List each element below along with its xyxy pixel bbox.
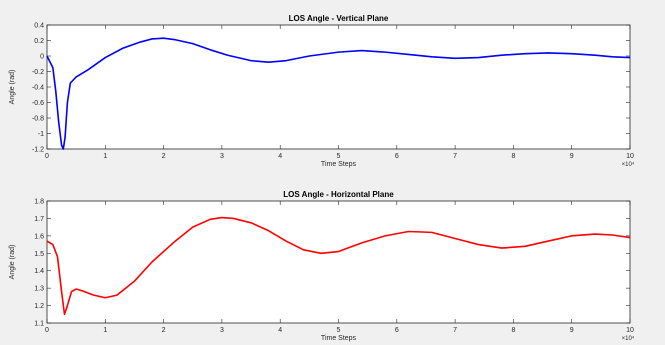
vertical-x-tick-label: 4 [278,153,282,160]
vertical-y-tick-label: -0.6 [32,100,44,107]
vertical-plane-x-multiplier: ×10⁴ [622,161,635,168]
horizontal-plane-title: LOS Angle - Horizontal Plane [283,190,394,199]
vertical-x-tick-label: 1 [103,153,107,160]
horizontal-y-tick-label: 1.2 [34,303,44,310]
horizontal-x-tick-label: 5 [337,327,341,334]
horizontal-y-tick-label: 1.8 [34,199,44,206]
horizontal-y-tick-label: 1.1 [34,321,44,328]
horizontal-y-tick-label: 1.6 [34,233,44,240]
horizontal-x-tick-label: 6 [395,327,399,334]
horizontal-series-line [46,216,631,316]
vertical-y-tick-label: 0 [40,54,44,61]
horizontal-y-tick-label: 1.5 [34,251,44,258]
vertical-x-tick-label: 6 [395,153,399,160]
vertical-plane-ylabel: Angle (rad) [9,70,16,105]
vertical-x-tick-label: 0 [45,153,49,160]
vertical-series-line [46,37,631,150]
vertical-x-tick-label: 10 [626,153,634,160]
vertical-y-tick-label: -0.2 [32,69,44,76]
vertical-axes-box [46,24,631,150]
vertical-y-tick-label: -0.8 [32,116,44,123]
horizontal-y-tick-label: 1.7 [34,216,44,223]
vertical-y-tick-label: -0.4 [32,85,44,92]
vertical-x-tick-label: 3 [220,153,224,160]
vertical-x-tick-label: 8 [511,153,515,160]
horizontal-axes-box [46,200,631,324]
vertical-y-tick-label: -1 [38,131,44,138]
vertical-y-tick-label: 0.2 [34,38,44,45]
horizontal-x-tick-label: 0 [45,327,49,334]
horizontal-x-tick-label: 4 [278,327,282,334]
horizontal-x-tick-label: 2 [162,327,166,334]
horizontal-plane-plot: LOS Angle - Horizontal Plane Angle (rad)… [9,190,635,342]
horizontal-y-tick-label: 1.3 [34,286,44,293]
vertical-x-tick-label: 9 [570,153,574,160]
horizontal-y-tick-label: 1.4 [34,268,44,275]
vertical-x-tick-label: 2 [162,153,166,160]
horizontal-x-tick-label: 7 [453,327,457,334]
horizontal-x-tick-label: 9 [570,327,574,334]
horizontal-x-tick-label: 10 [626,327,634,334]
horizontal-plane-x-multiplier: ×10⁴ [622,335,635,342]
vertical-x-tick-label: 5 [337,153,341,160]
vertical-y-tick-label: -1.2 [32,147,44,154]
vertical-plane-title: LOS Angle - Vertical Plane [289,14,389,23]
horizontal-x-tick-label: 3 [220,327,224,334]
horizontal-plane-xlabel: Time Steps [321,335,357,342]
vertical-plane-xlabel: Time Steps [321,161,357,168]
vertical-x-tick-label: 7 [453,153,457,160]
vertical-y-tick-label: 0.4 [34,23,44,30]
vertical-plane-plot: LOS Angle - Vertical Plane Angle (rad) T… [9,14,635,168]
horizontal-x-tick-label: 1 [103,327,107,334]
horizontal-x-tick-label: 8 [511,327,515,334]
horizontal-plane-ylabel: Angle (rad) [9,245,16,280]
